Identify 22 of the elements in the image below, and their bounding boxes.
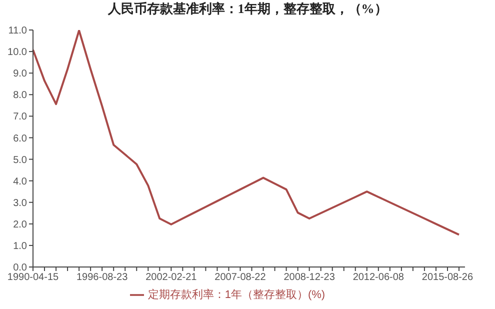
- x-tick-label: 2012-06-08: [352, 272, 404, 284]
- x-tick-label: 2002-02-21: [146, 272, 198, 284]
- legend-label: 定期存款利率：1年（整存整取）(%): [148, 289, 326, 301]
- y-tick-label: 8.0: [13, 90, 28, 102]
- y-tick-label: 0.0: [13, 262, 28, 274]
- y-tick-label: 2.0: [13, 219, 28, 230]
- x-tick-label: 2008-12-23: [284, 272, 336, 284]
- y-tick-label: 5.0: [13, 154, 28, 166]
- y-tick-label: 4.0: [13, 176, 28, 188]
- y-tick-label: 10.0: [8, 47, 28, 58]
- y-tick-label: 6.0: [13, 133, 28, 144]
- line-series: [32, 30, 460, 236]
- y-tick-label: 11.0: [8, 26, 28, 37]
- y-tick-label: 1.0: [13, 241, 28, 252]
- x-tick-label: 2007-08-22: [214, 272, 266, 284]
- x-tick-label: 2015-08-26: [422, 272, 474, 284]
- x-tick-label: 1996-08-23: [76, 272, 128, 284]
- y-tick-label: 3.0: [13, 198, 28, 209]
- chart-title: 人民币存款基准利率：1年期，整存整取，（%）: [106, 0, 388, 18]
- y-tick-label: 9.0: [13, 68, 28, 80]
- x-tick-label: 1990-04-15: [7, 272, 60, 284]
- y-tick-label: 7.0: [13, 112, 28, 123]
